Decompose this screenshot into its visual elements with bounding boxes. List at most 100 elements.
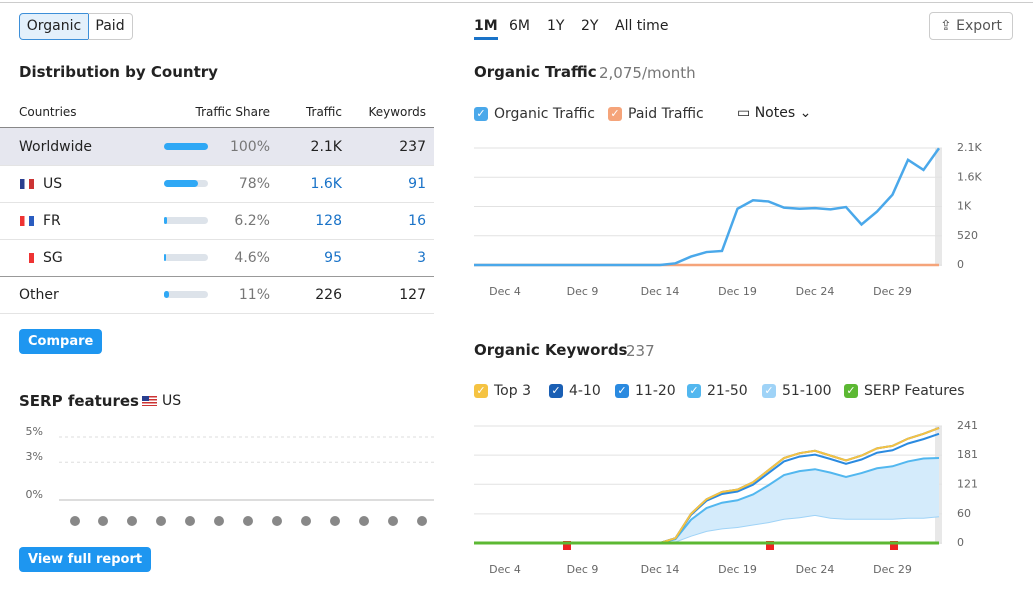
row-border [0,202,434,203]
share-label: 11% [238,287,270,303]
share-bar [164,180,199,187]
rule [0,127,434,128]
country: Worldwide [19,139,92,155]
row-border [0,276,434,277]
legend-label[interactable]: Paid Traffic [628,106,704,122]
keywords: 237 [399,139,426,155]
tab[interactable]: Organic [19,13,89,40]
legend-checkbox[interactable]: ✓ [474,384,488,398]
line [474,147,941,267]
keywords: 127 [399,287,426,303]
export-label: Export [956,18,1002,34]
keywords[interactable]: 91 [408,176,426,192]
section-title: SERP features [19,392,139,410]
period-tab[interactable]: 1Y [547,18,565,34]
legend-checkbox[interactable]: ✓ [608,107,622,121]
column-header: Countries [19,105,77,119]
column-header: Traffic [305,105,342,119]
y-tick-label: 2.1K [957,141,982,154]
legend-label[interactable]: 11-20 [635,383,676,399]
event-markers [563,541,898,550]
button[interactable]: View full report [19,547,152,572]
share-bar [164,217,167,224]
legend-label[interactable]: 51-100 [782,383,832,399]
y-tick-label: 520 [957,229,978,242]
y-tick-label: 1.6K [957,170,982,183]
x-tick-label: Dec 9 [567,285,599,298]
legend-checkbox[interactable]: ✓ [687,384,701,398]
legend-checkbox[interactable]: ✓ [474,107,488,121]
legend-label[interactable]: 4-10 [569,383,601,399]
x-tick-label: Dec 14 [641,563,680,576]
share-label: 78% [238,176,270,192]
button[interactable]: Compare [19,329,103,354]
traffic[interactable]: 95 [324,250,342,266]
share-label: 4.6% [234,250,270,266]
y-tick-label: 0 [957,258,964,271]
period-tab[interactable]: All time [615,18,669,34]
period-tab[interactable]: 6M [509,18,530,34]
row-border [0,239,434,240]
share-track [164,217,208,224]
period-tab[interactable]: 1M [474,18,498,40]
x-tick-label: Dec 4 [489,285,521,298]
legend-label[interactable]: 21-50 [707,383,748,399]
share-track [164,291,208,298]
chart-title: Organic Traffic [474,63,597,81]
legend-label[interactable]: SERP Features [864,383,965,399]
section-title: Distribution by Country [19,63,218,81]
x-tick-label: Dec 14 [641,285,680,298]
x-tick-label: Dec 9 [567,563,599,576]
flag [20,179,34,189]
chart-subtitle: 2,075/month [599,64,696,82]
traffic[interactable]: 1.6K [310,176,342,192]
column-header: Traffic Share [195,105,271,119]
x-tick-label: Dec 19 [718,563,757,576]
share-bar [164,254,167,261]
top-border [0,2,1033,3]
tab[interactable]: Paid [88,13,133,40]
x-tick-label: Dec 24 [796,563,835,576]
x-tick-label: Dec 24 [796,285,835,298]
y-tick-label: 241 [957,419,978,432]
y-tick-label: 181 [957,448,978,461]
notes-label: Notes [754,105,796,121]
legend-checkbox[interactable]: ✓ [615,384,629,398]
legend-label[interactable]: Organic Traffic [494,106,595,122]
period-tab[interactable]: 2Y [581,18,599,34]
keywords[interactable]: 16 [408,213,426,229]
share-label: 100% [229,139,270,155]
legend-checkbox[interactable]: ✓ [549,384,563,398]
traffic: 2.1K [310,139,342,155]
share-label: 6.2% [234,213,270,229]
y-tick-label: 121 [957,477,978,490]
country: US [162,393,182,409]
flag [20,216,34,226]
chart-title: Organic Keywords [474,341,628,359]
country: FR [43,213,61,229]
keywords[interactable]: 3 [417,250,426,266]
country: Other [19,287,59,303]
share-track [164,254,208,261]
y-tick-label: 1K [957,200,972,213]
legend-label[interactable]: Top 3 [494,383,531,399]
x-tick-label: Dec 4 [489,563,521,576]
y-tick-label: 60 [957,507,971,520]
x-tick-label: Dec 29 [873,563,912,576]
share-bar [164,291,169,298]
y-tick-label: 0% [26,488,43,501]
x-tick-label: Dec 29 [873,285,912,298]
legend-checkbox[interactable]: ✓ [762,384,776,398]
traffic[interactable]: 128 [315,213,342,229]
y-tick-label: 3% [26,450,43,463]
row-border [0,313,434,314]
y-tick-label: 5% [26,425,43,438]
chart-subtitle: 237 [626,342,655,360]
export-button[interactable]: ⇪ Export [929,12,1013,40]
row-border [0,165,434,166]
notes[interactable]: ▭ Notes ⌄ [737,105,812,121]
row-highlight [0,128,434,165]
legend-checkbox[interactable]: ✓ [844,384,858,398]
